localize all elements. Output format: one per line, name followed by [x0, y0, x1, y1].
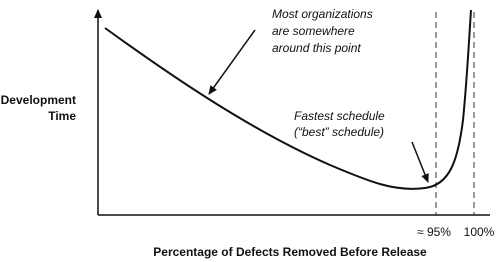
- arrow: [411, 141, 429, 183]
- curve: [104, 9, 472, 190]
- x-tick-label: 100%: [464, 225, 495, 239]
- annotation: are somewhere: [272, 24, 355, 38]
- annotation: (“best” schedule): [294, 125, 384, 139]
- y-axis-label: Time: [48, 109, 76, 123]
- x-axis-label: Percentage of Defects Removed Before Rel…: [153, 245, 427, 259]
- x-tick-label: ≈ 95%: [417, 225, 451, 239]
- annotation: Fastest schedule: [294, 109, 385, 123]
- annotation: around this point: [272, 41, 361, 55]
- annotation: Most organizations: [272, 7, 373, 21]
- arrow: [208, 29, 256, 95]
- y-axis-label: Development: [1, 93, 76, 107]
